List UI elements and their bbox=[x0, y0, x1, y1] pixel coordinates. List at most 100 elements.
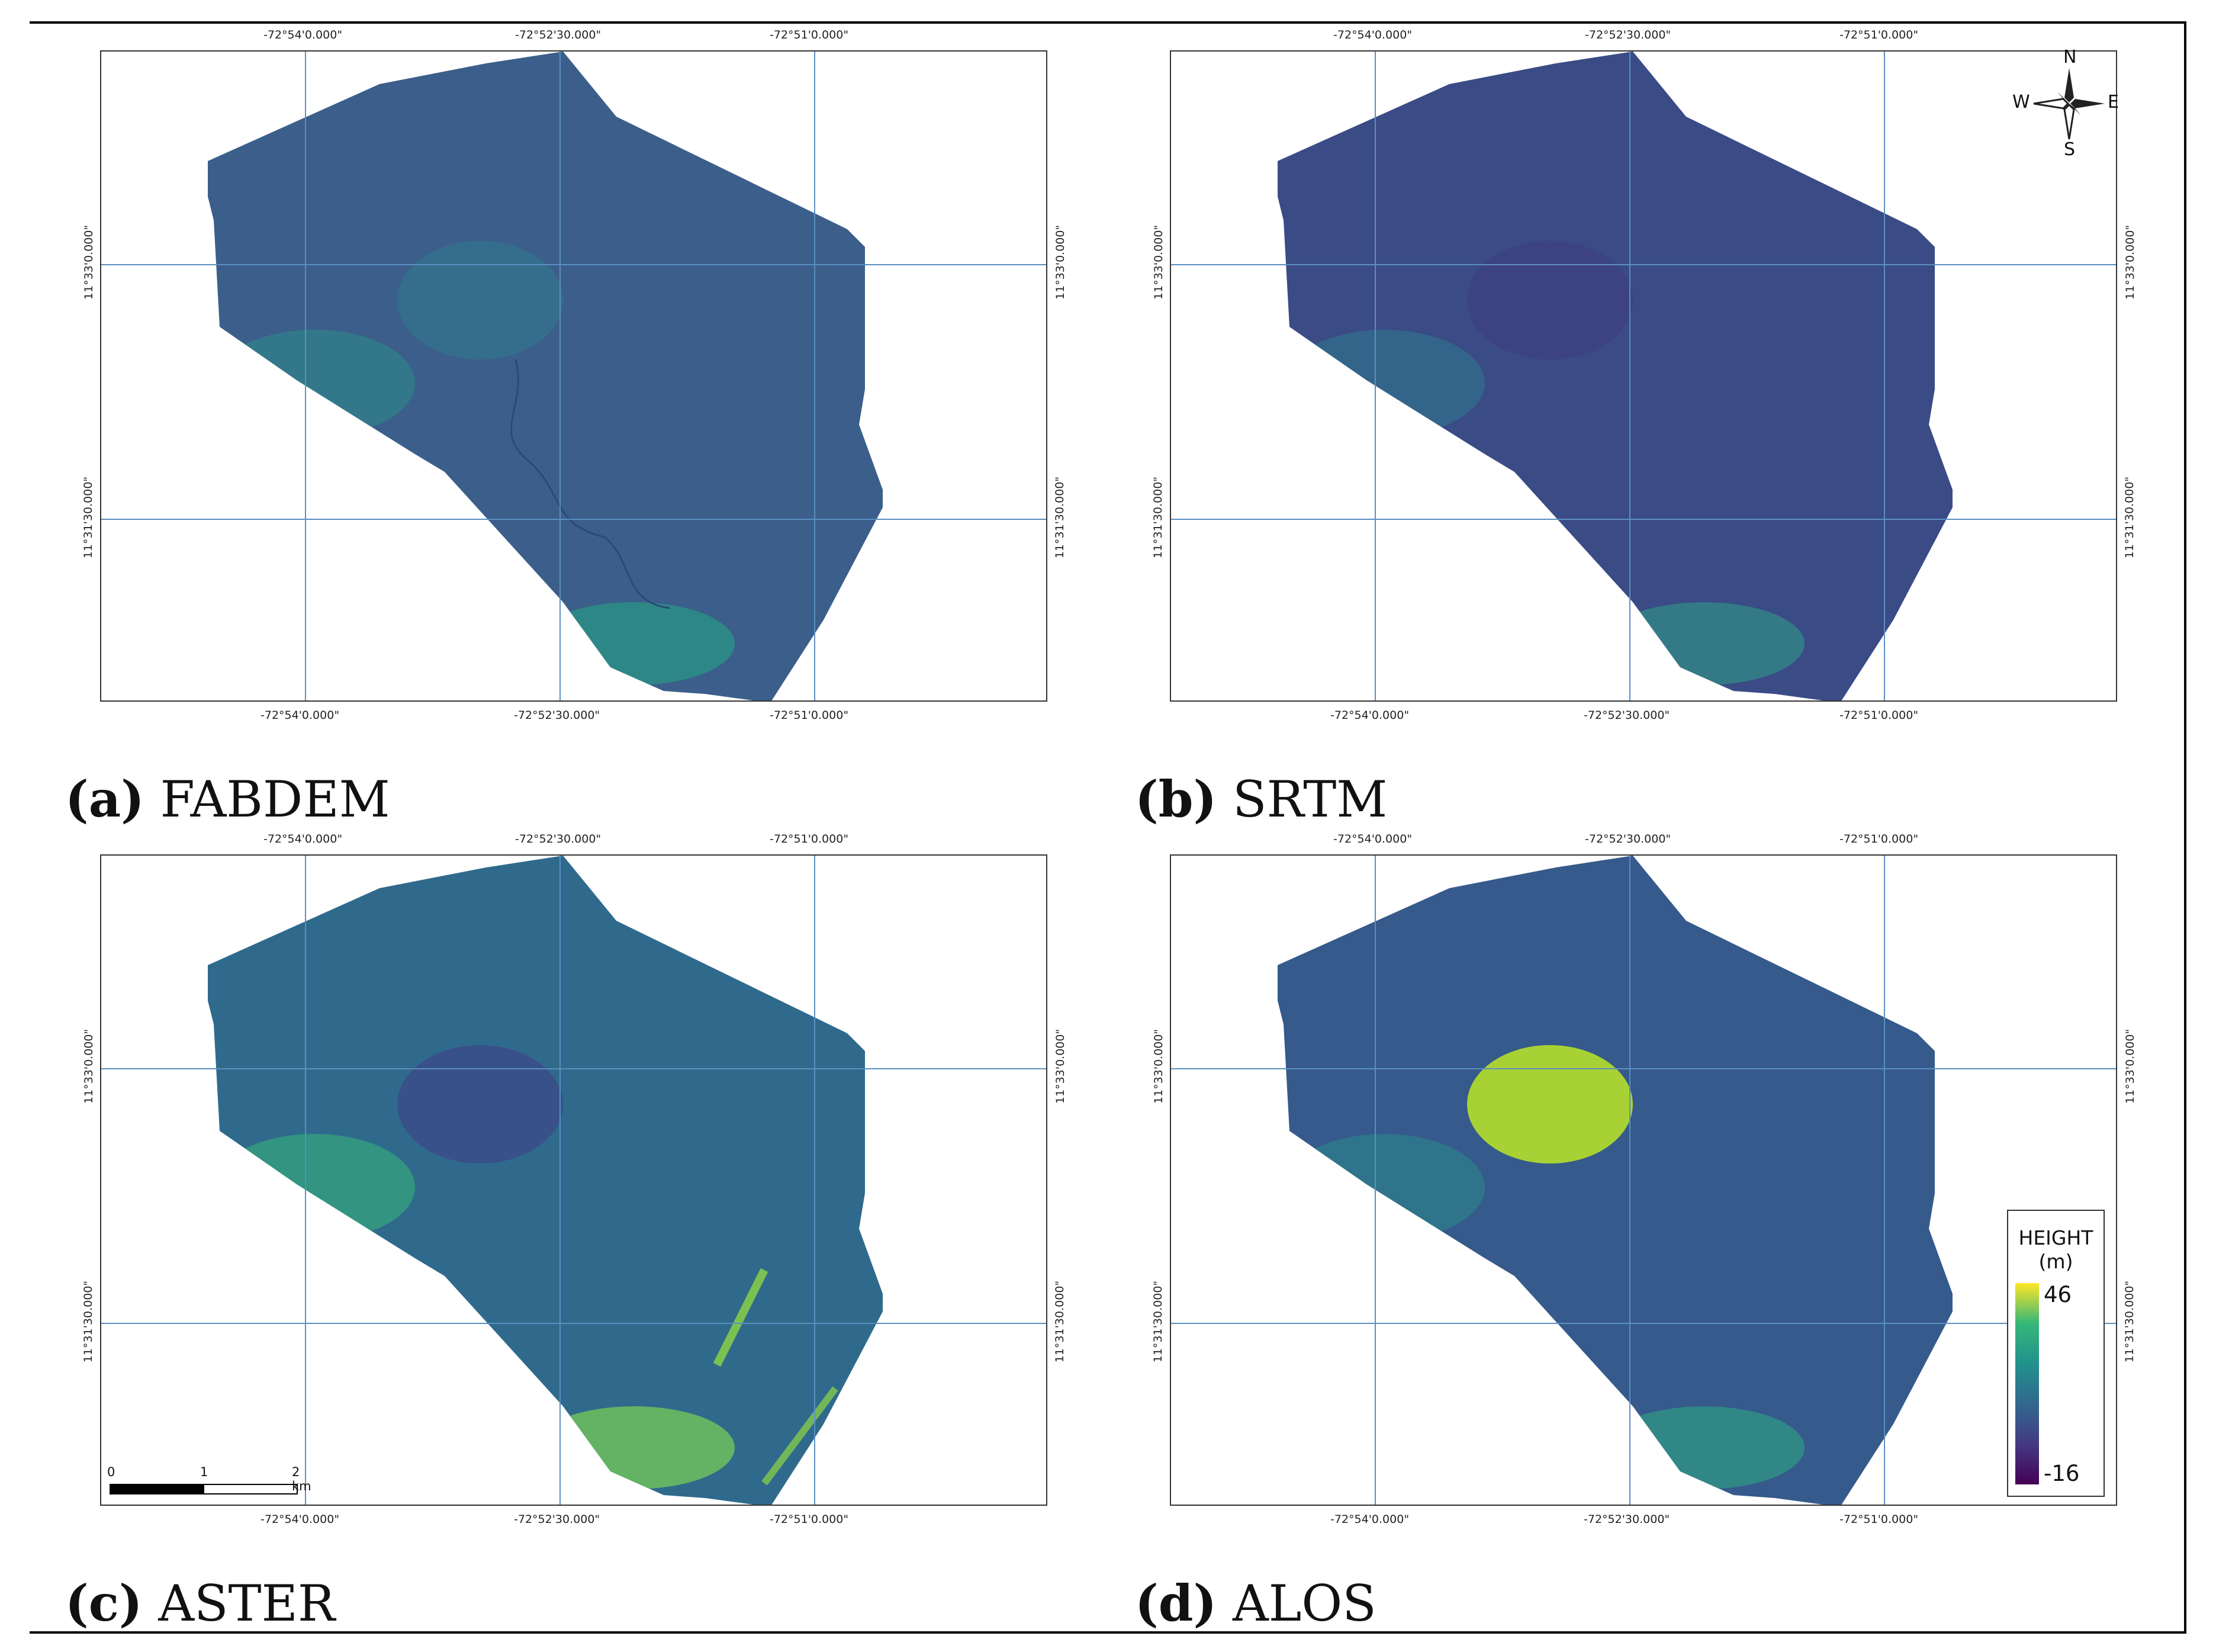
bottom-lon-label-3: -72°51'0.000" bbox=[770, 709, 849, 722]
terrain-map-aster bbox=[101, 856, 1046, 1505]
bottom-lon-label-1: -72°54'0.000" bbox=[260, 1513, 340, 1526]
study-area-footprint bbox=[208, 52, 883, 700]
right-lat-label-1: 11°33'0.000" bbox=[2124, 1029, 2137, 1104]
top-lon-label-3: -72°51'0.000" bbox=[1839, 833, 1919, 846]
right-lat-label-1: 11°33'0.000" bbox=[1054, 1029, 1067, 1104]
elevation-patch bbox=[1603, 1406, 1805, 1489]
bottom-lon-label-1: -72°54'0.000" bbox=[1330, 1513, 1410, 1526]
figure-bottom-border bbox=[30, 1631, 2186, 1634]
bottom-lon-label-1: -72°54'0.000" bbox=[1330, 709, 1410, 722]
left-lat-label-1: 11°33'0.000" bbox=[1152, 224, 1166, 300]
top-lon-label-3: -72°51'0.000" bbox=[770, 28, 849, 41]
panel-name: FABDEM bbox=[160, 770, 390, 828]
figure-top-border bbox=[30, 21, 2186, 24]
panel-name: SRTM bbox=[1232, 770, 1388, 828]
scale-label-2: 2 km bbox=[292, 1465, 311, 1493]
panel-letter: (d) bbox=[1135, 1574, 1217, 1632]
top-lon-label-2: -72°52'30.000" bbox=[1585, 833, 1671, 846]
left-lat-label-2: 11°31'30.000" bbox=[82, 476, 95, 559]
bright-ridge bbox=[713, 1268, 768, 1367]
panel-letter: (b) bbox=[1135, 770, 1217, 828]
elevation-patch bbox=[214, 330, 415, 436]
right-lat-label-2: 11°31'30.000" bbox=[1053, 476, 1067, 559]
bottom-lon-label-3: -72°51'0.000" bbox=[770, 1513, 849, 1526]
legend-color-ramp bbox=[2015, 1283, 2039, 1484]
map-frame-alos bbox=[1170, 854, 2117, 1506]
figure-right-border bbox=[2184, 21, 2186, 1634]
map-frame-aster bbox=[100, 854, 1047, 1506]
panel-name: ALOS bbox=[1232, 1574, 1376, 1632]
elevation-patch bbox=[397, 241, 563, 359]
bottom-lon-label-2: -72°52'30.000" bbox=[1584, 1513, 1670, 1526]
left-lat-label-2: 11°31'30.000" bbox=[1152, 476, 1165, 559]
bottom-lon-label-3: -72°51'0.000" bbox=[1839, 1513, 1919, 1526]
top-lon-label-2: -72°52'30.000" bbox=[515, 833, 602, 846]
legend-title-line2: (m) bbox=[2038, 1250, 2073, 1273]
panel-caption-aster: (c) ASTER bbox=[65, 1574, 335, 1632]
right-lat-label-1: 11°33'0.000" bbox=[1054, 224, 1067, 300]
map-frame-fabdem bbox=[100, 50, 1047, 702]
compass-n: N bbox=[2063, 47, 2077, 68]
elevation-patch bbox=[1467, 241, 1633, 359]
bottom-lon-label-3: -72°51'0.000" bbox=[1839, 709, 1919, 722]
elevation-patch bbox=[1603, 602, 1805, 685]
legend-title-line1: HEIGHT bbox=[2018, 1226, 2093, 1249]
elevation-patch bbox=[1284, 330, 1485, 436]
compass-s: S bbox=[2064, 139, 2076, 160]
terrain-map-alos bbox=[1171, 856, 2116, 1505]
study-area-footprint bbox=[208, 856, 883, 1505]
scale-bar-white-segment bbox=[203, 1484, 298, 1494]
elevation-patch bbox=[1467, 1045, 1633, 1164]
height-legend: HEIGHT (m) 46 -16 bbox=[2007, 1210, 2105, 1497]
panel-caption-srtm: (b) SRTM bbox=[1135, 770, 1387, 828]
panel-name: ASTER bbox=[158, 1574, 336, 1632]
right-lat-label-2: 11°31'30.000" bbox=[1053, 1280, 1067, 1363]
map-frame-srtm bbox=[1170, 50, 2117, 702]
scale-bar: 0 1 2 km bbox=[107, 1463, 311, 1498]
legend-min-value: -16 bbox=[2044, 1461, 2080, 1486]
top-lon-label-2: -72°52'30.000" bbox=[1585, 28, 1671, 41]
terrain-map-srtm bbox=[1171, 52, 2116, 700]
top-lon-label-2: -72°52'30.000" bbox=[515, 28, 602, 41]
bottom-lon-label-2: -72°52'30.000" bbox=[1584, 709, 1670, 722]
study-area-footprint bbox=[1278, 52, 1953, 700]
top-lon-label-3: -72°51'0.000" bbox=[1839, 28, 1919, 41]
north-arrow: N S W E bbox=[2012, 47, 2122, 163]
left-lat-label-2: 11°31'30.000" bbox=[82, 1280, 95, 1363]
panel-letter: (a) bbox=[65, 770, 144, 828]
top-lon-label-1: -72°54'0.000" bbox=[263, 28, 343, 41]
left-lat-label-2: 11°31'30.000" bbox=[1152, 1280, 1165, 1363]
elevation-patch bbox=[1284, 1134, 1485, 1240]
bottom-lon-label-2: -72°52'30.000" bbox=[514, 1513, 600, 1526]
elevation-patch bbox=[533, 1406, 735, 1489]
compass-w: W bbox=[2012, 92, 2030, 113]
compass-rose-icon bbox=[2033, 68, 2105, 140]
scale-label-0: 0 bbox=[107, 1465, 115, 1479]
bright-ridge bbox=[761, 1386, 838, 1486]
panel-letter: (c) bbox=[65, 1574, 143, 1632]
left-lat-label-1: 11°33'0.000" bbox=[1152, 1029, 1166, 1104]
elevation-patch bbox=[397, 1045, 563, 1164]
scale-bar-black-segment bbox=[110, 1484, 205, 1494]
terrain-map-fabdem bbox=[101, 52, 1046, 700]
elevation-patch bbox=[533, 602, 735, 685]
right-lat-label-1: 11°33'0.000" bbox=[2124, 224, 2137, 300]
top-lon-label-1: -72°54'0.000" bbox=[263, 833, 343, 846]
river-channel bbox=[510, 359, 670, 609]
study-area-footprint bbox=[1278, 856, 1953, 1505]
elevation-patch bbox=[214, 1134, 415, 1240]
legend-max-value: 46 bbox=[2044, 1282, 2072, 1307]
right-lat-label-2: 11°31'30.000" bbox=[2123, 1280, 2137, 1363]
panel-caption-fabdem: (a) FABDEM bbox=[65, 770, 390, 828]
left-lat-label-1: 11°33'0.000" bbox=[82, 1029, 96, 1104]
right-lat-label-2: 11°31'30.000" bbox=[2123, 476, 2137, 559]
top-lon-label-1: -72°54'0.000" bbox=[1333, 28, 1413, 41]
left-lat-label-1: 11°33'0.000" bbox=[82, 224, 96, 300]
bottom-lon-label-2: -72°52'30.000" bbox=[514, 709, 600, 722]
top-lon-label-1: -72°54'0.000" bbox=[1333, 833, 1413, 846]
top-lon-label-3: -72°51'0.000" bbox=[770, 833, 849, 846]
panel-caption-alos: (d) ALOS bbox=[1135, 1574, 1376, 1632]
scale-label-1: 1 bbox=[200, 1465, 208, 1479]
bottom-lon-label-1: -72°54'0.000" bbox=[260, 709, 340, 722]
